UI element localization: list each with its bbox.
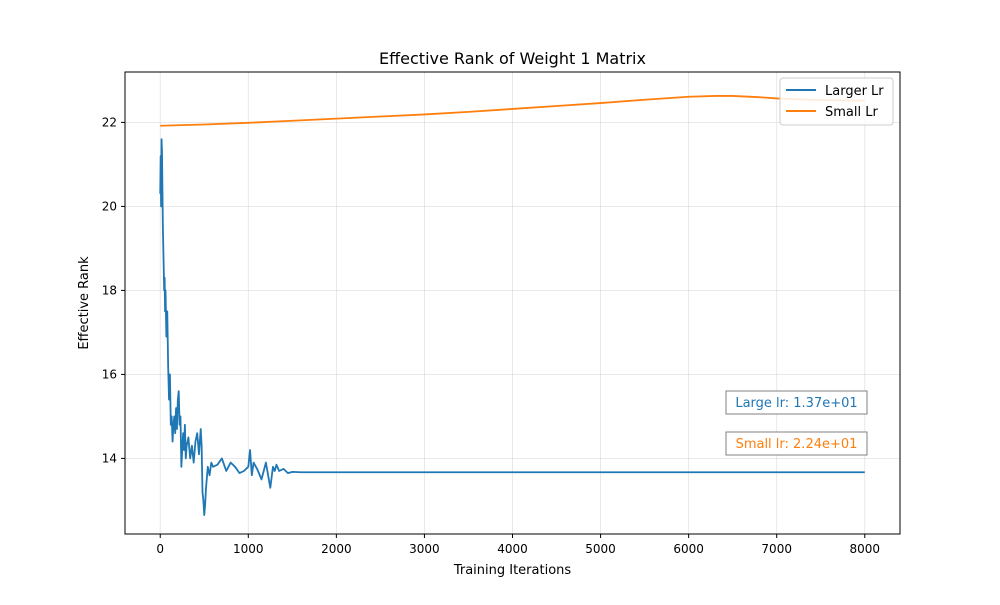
legend-label-small-lr: Small Lr xyxy=(825,105,878,120)
x-tick-label: 4000 xyxy=(497,542,528,556)
annotation-box-small-lr xyxy=(725,431,868,456)
x-tick-label: 3000 xyxy=(409,542,440,556)
series-line-small-lr xyxy=(160,95,865,127)
x-axis-label: Training Iterations xyxy=(453,563,572,578)
x-tick-label: 6000 xyxy=(673,542,704,556)
plot-area xyxy=(125,72,900,534)
x-tick-label: 7000 xyxy=(761,542,792,556)
series-line-larger-lr xyxy=(159,138,865,516)
y-axis-ticks: 14 16 18 20 22 xyxy=(102,115,125,465)
x-tick-label: 0 xyxy=(156,542,164,556)
y-tick-label: 16 xyxy=(102,367,117,381)
annotation-box-large-lr xyxy=(725,390,868,415)
x-axis-ticks: 0 1000 2000 3000 4000 5000 6000 7000 8000 xyxy=(156,534,880,556)
y-tick-label: 20 xyxy=(102,199,117,213)
y-tick-label: 14 xyxy=(102,451,117,465)
annotation-large-lr: Large lr: 1.37e+01 xyxy=(725,390,868,415)
y-tick-label: 22 xyxy=(102,115,117,129)
grid xyxy=(125,72,900,534)
chart-title: Effective Rank of Weight 1 Matrix xyxy=(379,49,646,68)
x-tick-label: 8000 xyxy=(849,542,880,556)
y-tick-label: 18 xyxy=(102,283,117,297)
annotation-text-large-lr: Large lr: 1.37e+01 xyxy=(735,396,857,411)
legend: Larger Lr Small Lr xyxy=(779,77,894,126)
annotation-text-small-lr: Small lr: 2.24e+01 xyxy=(736,437,858,452)
annotation-small-lr: Small lr: 2.24e+01 xyxy=(725,431,868,456)
x-tick-label: 5000 xyxy=(585,542,616,556)
legend-label-larger-lr: Larger Lr xyxy=(825,84,884,99)
y-axis-label: Effective Rank xyxy=(77,256,92,350)
x-tick-label: 2000 xyxy=(321,542,352,556)
x-tick-label: 1000 xyxy=(233,542,264,556)
series-layer xyxy=(159,95,865,516)
